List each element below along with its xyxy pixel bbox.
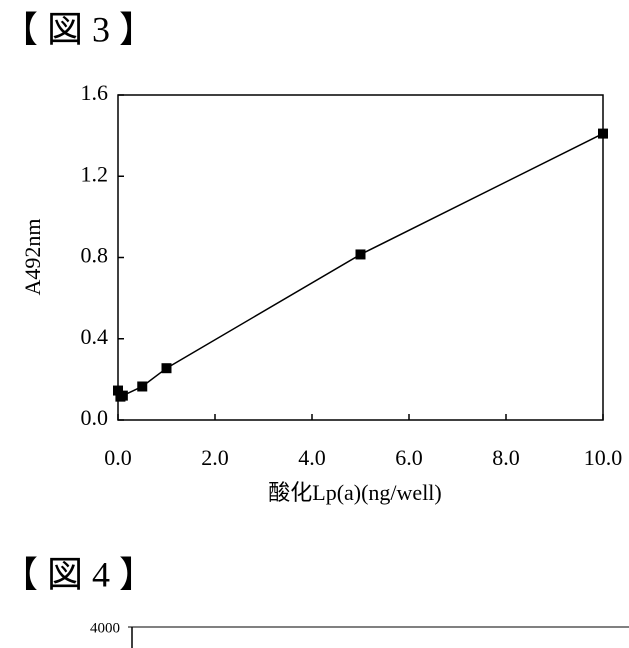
data-marker <box>118 391 128 401</box>
y-axis-label: A492nm <box>20 219 45 296</box>
x-tick-label: 8.0 <box>492 445 520 470</box>
x-axis-label: 酸化Lp(a)(ng/well) <box>268 480 442 505</box>
y-tick-label: 0.0 <box>81 405 109 430</box>
y-tick-label: 4000 <box>90 620 120 636</box>
y-tick-label: 1.6 <box>81 80 109 105</box>
y-tick-label: 1.2 <box>81 161 109 186</box>
data-marker <box>598 129 608 139</box>
x-tick-label: 6.0 <box>395 445 423 470</box>
data-marker <box>162 363 172 373</box>
y-tick-label: 0.4 <box>81 324 109 349</box>
x-tick-label: 4.0 <box>298 445 326 470</box>
y-tick-label: 0.8 <box>81 243 109 268</box>
data-line <box>118 134 603 397</box>
data-marker <box>356 249 366 259</box>
data-marker <box>137 381 147 391</box>
figure-title: 【 図 4 】 <box>2 554 155 594</box>
x-tick-label: 2.0 <box>201 445 229 470</box>
x-tick-label: 0.0 <box>104 445 132 470</box>
x-tick-label: 10.0 <box>584 445 623 470</box>
figure-title: 【 図 3 】 <box>2 9 155 49</box>
